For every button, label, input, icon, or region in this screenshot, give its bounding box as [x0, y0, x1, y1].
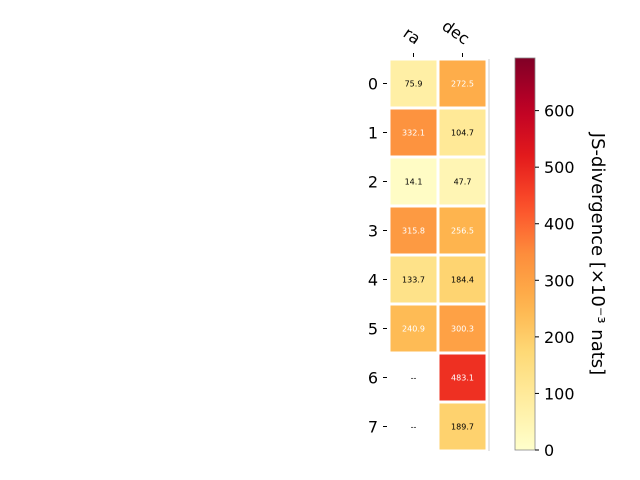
heatmap-cell: [439, 158, 486, 205]
heatmap-cell: [390, 207, 437, 254]
cell-value-label: 272.5: [451, 80, 474, 89]
row-tick-label: 6: [368, 369, 378, 388]
colorbar-tick-label: 500: [544, 158, 575, 177]
heatmap-cell: [439, 403, 486, 450]
cell-value-label: 332.1: [402, 129, 425, 138]
cell-value-label: 104.7: [451, 129, 474, 138]
heatmap-cell: [390, 109, 437, 156]
cell-value-label: 483.1: [451, 374, 474, 383]
cell-value-label: --: [411, 374, 417, 383]
heatmap-cell: [439, 60, 486, 107]
row-tick-label: 3: [368, 222, 378, 241]
heatmap-cell: [439, 109, 486, 156]
cell-value-label: 189.7: [451, 423, 474, 432]
colorbar-tick-label: 0: [544, 441, 554, 460]
heatmap-cells: 75.9 272.5 332.1 104.7 14.1 47.7 315.8 256.5 133…: [390, 59, 490, 451]
colorbar-label: JS-divergence [×10⁻³ nats]: [587, 132, 608, 375]
heatmap-cell: [439, 354, 486, 401]
cell-value-label: --: [411, 423, 417, 432]
heatmap-cell: [439, 207, 486, 254]
row-tick-label: 5: [368, 320, 378, 339]
row-tick-labels: 0 1 2 3 4 5 6 7: [368, 75, 387, 437]
row-tick-label: 1: [368, 124, 378, 143]
heatmap-cell: [390, 256, 437, 303]
heatmap-cell: [439, 305, 486, 352]
heatmap-cell: [390, 305, 437, 352]
colorbar-tick-label: 100: [544, 384, 575, 403]
cell-value-label: 14.1: [405, 178, 423, 187]
cell-value-label: 47.7: [454, 178, 472, 187]
colorbar-tick-label: 300: [544, 271, 575, 290]
cell-value-label: 133.7: [402, 276, 425, 285]
heatmap-cell: [390, 60, 437, 107]
column-tick-label: dec: [439, 16, 473, 48]
column-tick-label: ra: [400, 23, 424, 48]
colorbar-tick-label: 600: [544, 102, 575, 121]
row-tick-label: 0: [368, 75, 378, 94]
heatmap-cell: [439, 256, 486, 303]
cell-value-label: 315.8: [402, 227, 425, 236]
colorbar-tick-label: 400: [544, 215, 575, 234]
cell-value-label: 184.4: [451, 276, 474, 285]
colorbar-gradient: [514, 57, 536, 451]
row-tick-label: 7: [368, 418, 378, 437]
column-tick-labels: ra dec: [400, 16, 473, 57]
row-tick-label: 4: [368, 271, 378, 290]
cell-value-label: 300.3: [451, 325, 474, 334]
cell-value-label: 75.9: [405, 80, 423, 89]
row-tick-label: 2: [368, 173, 378, 192]
heatmap-cell: [390, 158, 437, 205]
cell-value-label: 240.9: [402, 325, 425, 334]
colorbar: 0 100 200 300 400 500 600 JS-divergence [×10⁻³ …: [514, 57, 608, 460]
colorbar-tick-label: 200: [544, 328, 575, 347]
cell-value-label: 256.5: [451, 227, 474, 236]
